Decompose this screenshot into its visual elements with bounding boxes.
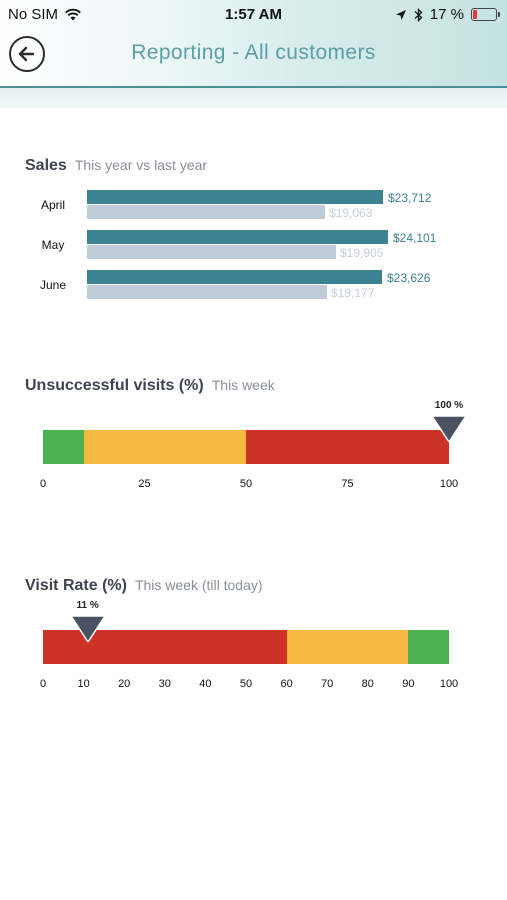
sales-bar-this-year [87, 230, 388, 244]
back-button[interactable] [9, 36, 45, 72]
visit-rate-heading: Visit Rate (%) This week (till today) [25, 577, 263, 595]
header-shade [0, 88, 507, 108]
unsuccessful-marker-label: 100 % [434, 400, 464, 411]
battery-low-icon [471, 8, 500, 21]
sales-value-this-year: $23,626 [387, 271, 431, 285]
unsuccessful-tick-label: 50 [239, 478, 253, 490]
visit_rate-segment-1 [286, 630, 409, 664]
clock: 1:57 AM [225, 6, 282, 23]
sales-value-last-year: $19,177 [331, 286, 375, 300]
visit_rate-segment-2 [408, 630, 449, 664]
battery-percent: 17 % [429, 6, 464, 23]
bluetooth-icon [414, 7, 423, 22]
unsuccessful-marker [432, 416, 466, 442]
visit_rate-tick-label: 0 [39, 678, 47, 690]
sales-value-last-year: $19,063 [329, 206, 373, 220]
visit_rate-axis: 0 10 20 30 40 50 60 70 80 90 100 [39, 678, 458, 692]
visit_rate-tick-label: 40 [199, 678, 212, 690]
sales-bar-this-year [87, 270, 382, 284]
sales-bar-this-year [87, 190, 383, 204]
page-title: Reporting - All customers [131, 41, 376, 64]
unsuccessful-heading: Unsuccessful visits (%) This week [25, 377, 275, 395]
visit_rate-tick-label: 10 [77, 678, 90, 690]
visit_rate-tick-label: 60 [280, 678, 293, 690]
sales-value-this-year: $24,101 [393, 231, 437, 245]
sales-subtitle: This year vs last year [74, 157, 208, 173]
unsuccessful-tick-label: 75 [341, 478, 354, 490]
sales-bar-last-year [87, 205, 325, 219]
unsuccessful-tick-label: 0 [39, 478, 47, 490]
visit_rate-tick-label: 90 [402, 678, 415, 690]
visit_rate-bar [43, 630, 449, 664]
back-arrow-icon [18, 46, 35, 62]
wifi-icon [65, 8, 81, 21]
visit_rate-tick-label: 50 [239, 678, 253, 690]
carrier-label: No SIM [8, 6, 59, 23]
sales-row-label: May [41, 238, 65, 252]
unsuccessful-axis: 0 25 50 75 100 [39, 478, 458, 492]
visit_rate-tick-label: 20 [118, 678, 131, 690]
unsuccessful-title: Unsuccessful visits (%) [25, 377, 204, 394]
unsuccessful-bar [43, 430, 449, 464]
visit_rate-tick-label: 30 [158, 678, 171, 690]
sales-heading: Sales This year vs last year [25, 157, 207, 175]
visit-rate-title: Visit Rate (%) [25, 577, 127, 594]
sales-bar-last-year [87, 285, 327, 299]
sales-title: Sales [25, 157, 67, 174]
sales-row-label: June [39, 278, 67, 292]
visit-rate-subtitle: This week (till today) [134, 577, 263, 593]
visit_rate-tick-label: 80 [361, 678, 374, 690]
unsuccessful-subtitle: This week [211, 377, 275, 393]
status-bar: No SIM 1:57 AM 17 % [0, 0, 507, 30]
visit_rate-marker-label: 11 % [76, 600, 99, 611]
sales-value-last-year: $19,905 [340, 246, 384, 260]
location-arrow-icon [395, 9, 406, 20]
visit_rate-tick-label: 100 [439, 678, 459, 690]
header: Reporting - All customers [0, 0, 507, 108]
unsuccessful-tick-label: 25 [138, 478, 151, 490]
unsuccessful-segment-1 [83, 430, 246, 464]
visit_rate-marker [70, 616, 105, 642]
sales-row-label: April [40, 198, 65, 212]
header-divider [0, 86, 507, 88]
unsuccessful-segment-0 [43, 430, 84, 464]
sales-bar-last-year [87, 245, 336, 259]
visit_rate-tick-label: 70 [321, 678, 334, 690]
unsuccessful-segment-2 [246, 430, 449, 464]
unsuccessful-tick-label: 100 [439, 478, 459, 490]
sales-value-this-year: $23,712 [388, 191, 432, 205]
